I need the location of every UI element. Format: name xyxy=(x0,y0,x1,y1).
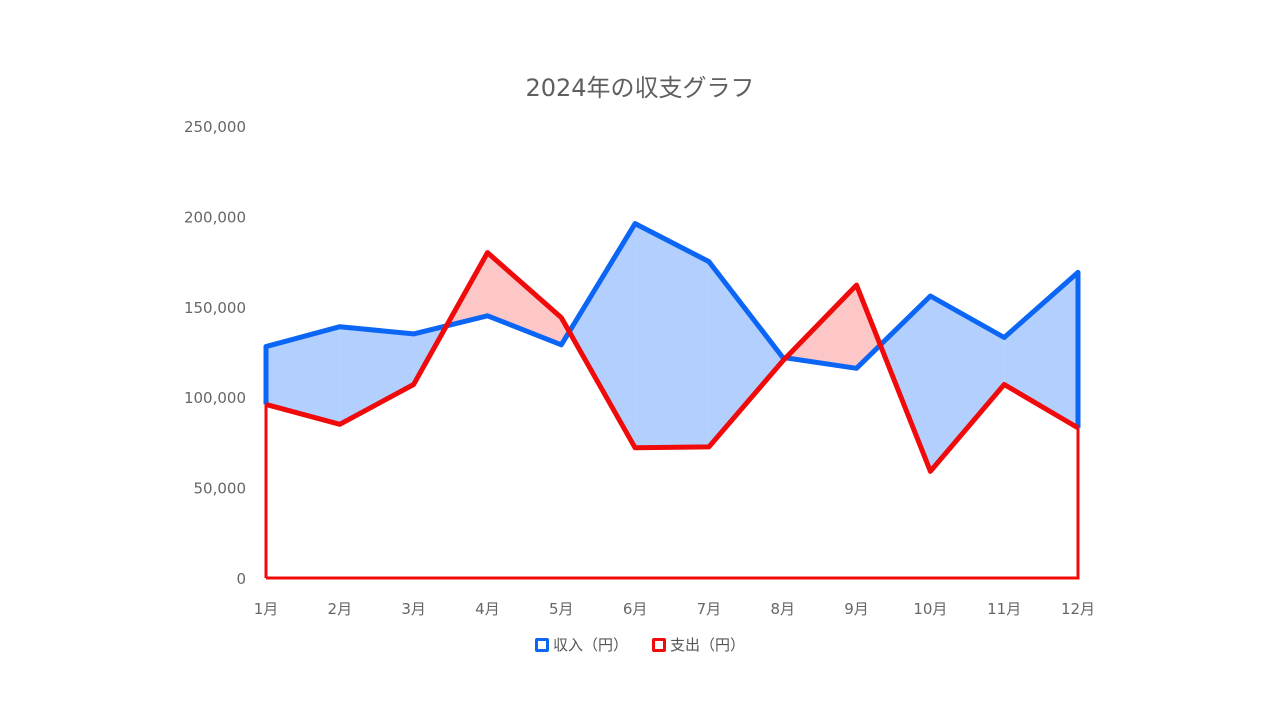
series-line-expense xyxy=(265,250,1080,474)
x-tick-label: 9月 xyxy=(844,600,869,618)
y-tick-label: 150,000 xyxy=(184,299,246,317)
x-tick-label: 1月 xyxy=(254,600,279,618)
x-tick-label: 10月 xyxy=(913,600,947,618)
x-tick-label: 11月 xyxy=(987,600,1021,618)
legend-swatch-income-icon xyxy=(534,637,549,652)
series-line-income xyxy=(263,221,1081,428)
fill-segment xyxy=(569,223,636,448)
legend-label-expense: 支出（円） xyxy=(670,636,746,654)
x-axis: 1月 2月 3月 4月 5月 6月 7月 8月 9月 10月 11月 12月 xyxy=(254,600,1095,618)
legend-label-income: 収入（円） xyxy=(552,636,628,654)
x-tick-label: 8月 xyxy=(770,600,795,618)
fill-segment xyxy=(880,296,931,472)
x-tick-label: 5月 xyxy=(549,600,574,618)
difference-fills xyxy=(266,223,1078,472)
fill-segment xyxy=(635,223,709,448)
x-tick-label: 7月 xyxy=(697,600,722,618)
legend-item-expense[interactable]: 支出（円） xyxy=(652,634,745,655)
x-tick-label: 2月 xyxy=(328,600,353,618)
fill-segment xyxy=(708,261,783,447)
y-tick-label: 0 xyxy=(236,570,246,588)
fill-segment xyxy=(1004,272,1078,428)
x-tick-label: 12月 xyxy=(1061,600,1095,618)
legend-swatch-expense-icon xyxy=(652,637,666,652)
fill-segment xyxy=(266,326,340,425)
legend: 収入（円） 支出（円） xyxy=(0,634,1280,655)
y-tick-label: 250,000 xyxy=(184,118,246,136)
chart-title: 2024年の収支グラフ xyxy=(525,74,755,102)
series-lines xyxy=(263,221,1081,580)
legend-item-income[interactable]: 収入（円） xyxy=(534,634,628,655)
fill-segment xyxy=(930,296,1005,472)
fill-segment xyxy=(339,326,414,425)
y-tick-label: 50,000 xyxy=(194,480,247,498)
y-axis: 0 50,000 100,000 150,000 200,000 250,000 xyxy=(184,118,246,588)
x-tick-label: 6月 xyxy=(623,600,648,618)
y-tick-label: 200,000 xyxy=(184,208,246,226)
x-tick-label: 3月 xyxy=(401,600,426,618)
x-tick-label: 4月 xyxy=(475,600,500,618)
y-tick-label: 100,000 xyxy=(184,389,246,407)
